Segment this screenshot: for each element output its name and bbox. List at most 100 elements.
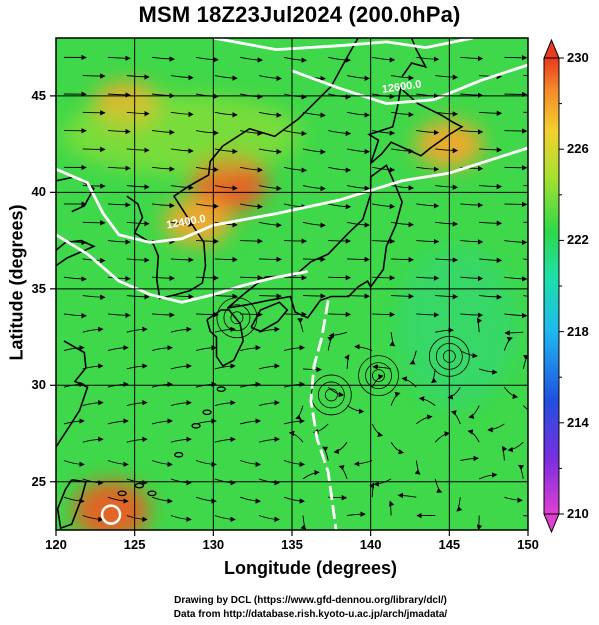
streamline-156 bbox=[151, 312, 175, 318]
streamline-264 bbox=[63, 496, 85, 504]
streamline-55 bbox=[82, 146, 106, 153]
streamline-269 bbox=[283, 496, 305, 504]
colorbar-label-230: 230 bbox=[567, 50, 589, 65]
streamline-76 bbox=[504, 165, 528, 171]
streamline-285 bbox=[523, 515, 528, 517]
streamline-32 bbox=[504, 91, 528, 98]
streamline-92 bbox=[240, 203, 263, 210]
streamline-117 bbox=[372, 238, 396, 244]
streamline-166 bbox=[126, 326, 148, 333]
streamline-131 bbox=[523, 258, 528, 261]
streamline-5 bbox=[283, 56, 307, 63]
eddy-0-13 bbox=[317, 381, 345, 409]
contour-label-0: 12600.0 bbox=[381, 78, 422, 95]
eddy-1-20 bbox=[358, 355, 399, 397]
colorbar-label-210: 210 bbox=[567, 506, 589, 521]
streamline-168 bbox=[214, 326, 236, 333]
streamline-57 bbox=[170, 148, 194, 154]
streamline-235 bbox=[258, 436, 280, 443]
streamline-237 bbox=[333, 441, 348, 455]
streamline-10 bbox=[504, 55, 528, 61]
streamline-83 bbox=[347, 185, 370, 191]
coast-china-north bbox=[56, 176, 95, 213]
streamline-122 bbox=[126, 257, 150, 263]
colorbar-label-226: 226 bbox=[567, 141, 589, 157]
streamline-11 bbox=[82, 73, 106, 79]
streamline-155 bbox=[107, 312, 131, 319]
streamline-279 bbox=[258, 515, 280, 523]
streamline-74 bbox=[416, 166, 440, 172]
streamline-284 bbox=[476, 515, 483, 530]
island-4 bbox=[147, 490, 157, 497]
streamline-178 bbox=[151, 345, 173, 352]
streamline-132 bbox=[63, 276, 87, 282]
streamline-154 bbox=[63, 313, 87, 319]
streamline-48 bbox=[240, 130, 263, 136]
streamline-161 bbox=[372, 311, 396, 318]
streamline-282 bbox=[389, 500, 395, 516]
streamline-115 bbox=[284, 238, 307, 244]
contour-4 bbox=[56, 233, 308, 304]
streamline-50 bbox=[328, 130, 352, 137]
credit-data: Data from http://database.rish.kyoto-u.a… bbox=[173, 609, 448, 620]
streamline-263 bbox=[518, 464, 525, 479]
streamline-39 bbox=[347, 111, 370, 118]
streamline-94 bbox=[328, 203, 352, 210]
island-5 bbox=[117, 490, 127, 497]
streamline-191 bbox=[258, 363, 280, 370]
streamline-49 bbox=[283, 130, 307, 137]
streamline-135 bbox=[195, 275, 219, 281]
streamline-23 bbox=[107, 92, 131, 98]
eddy-1-6 bbox=[372, 369, 385, 383]
streamline-210 bbox=[126, 400, 148, 407]
streamline-240 bbox=[467, 429, 480, 443]
coast-shandong bbox=[56, 239, 96, 267]
streamline-173 bbox=[435, 327, 454, 333]
streamline-247 bbox=[283, 460, 305, 468]
eddy-1-13 bbox=[365, 362, 392, 390]
tick-label-x-120: 120 bbox=[45, 537, 67, 552]
streamline-77 bbox=[82, 183, 106, 189]
contour-low-ring bbox=[100, 504, 122, 525]
streamline-245 bbox=[195, 460, 217, 468]
tick-label-x-145: 145 bbox=[438, 537, 461, 552]
streamline-171 bbox=[328, 331, 348, 339]
warm-region-2 bbox=[163, 197, 232, 246]
streamline-136 bbox=[240, 275, 263, 281]
streamline-4 bbox=[240, 56, 263, 63]
streamline-120 bbox=[504, 239, 528, 246]
streamline-18 bbox=[391, 75, 414, 81]
streamline-172 bbox=[389, 332, 396, 347]
streamline-72 bbox=[328, 166, 352, 173]
streamline-175 bbox=[504, 330, 524, 336]
streamline-217 bbox=[418, 396, 436, 406]
island-2 bbox=[202, 409, 212, 416]
streamline-216 bbox=[390, 391, 401, 406]
streamline-143 bbox=[82, 294, 106, 300]
streamline-126 bbox=[302, 256, 326, 263]
streamline-9 bbox=[460, 55, 484, 62]
streamline-33 bbox=[82, 110, 106, 116]
streamline-140 bbox=[416, 275, 440, 281]
streamline-101 bbox=[170, 221, 194, 228]
streamline-150 bbox=[391, 293, 414, 300]
coast-honshu bbox=[226, 164, 403, 319]
tick-label-y-30: 30 bbox=[31, 377, 46, 393]
streamline-139 bbox=[372, 275, 396, 281]
colorbar-label-218: 218 bbox=[567, 323, 589, 339]
island-3 bbox=[216, 386, 226, 393]
lat-lon-grid bbox=[56, 38, 528, 530]
colorbar-label-214: 214 bbox=[567, 414, 589, 430]
tick-label-y-45: 45 bbox=[31, 87, 46, 103]
streamline-221 bbox=[107, 418, 129, 425]
colorbar-label-222: 222 bbox=[567, 232, 589, 248]
streamline-242 bbox=[63, 460, 85, 468]
streamline-17 bbox=[347, 75, 370, 81]
streamline-227 bbox=[371, 423, 384, 438]
streamline-91 bbox=[195, 203, 219, 209]
streamline-1 bbox=[107, 55, 131, 61]
streamline-267 bbox=[195, 496, 217, 504]
streamline-123 bbox=[170, 257, 194, 263]
streamline-259 bbox=[338, 465, 348, 480]
streamline-230 bbox=[487, 423, 505, 433]
